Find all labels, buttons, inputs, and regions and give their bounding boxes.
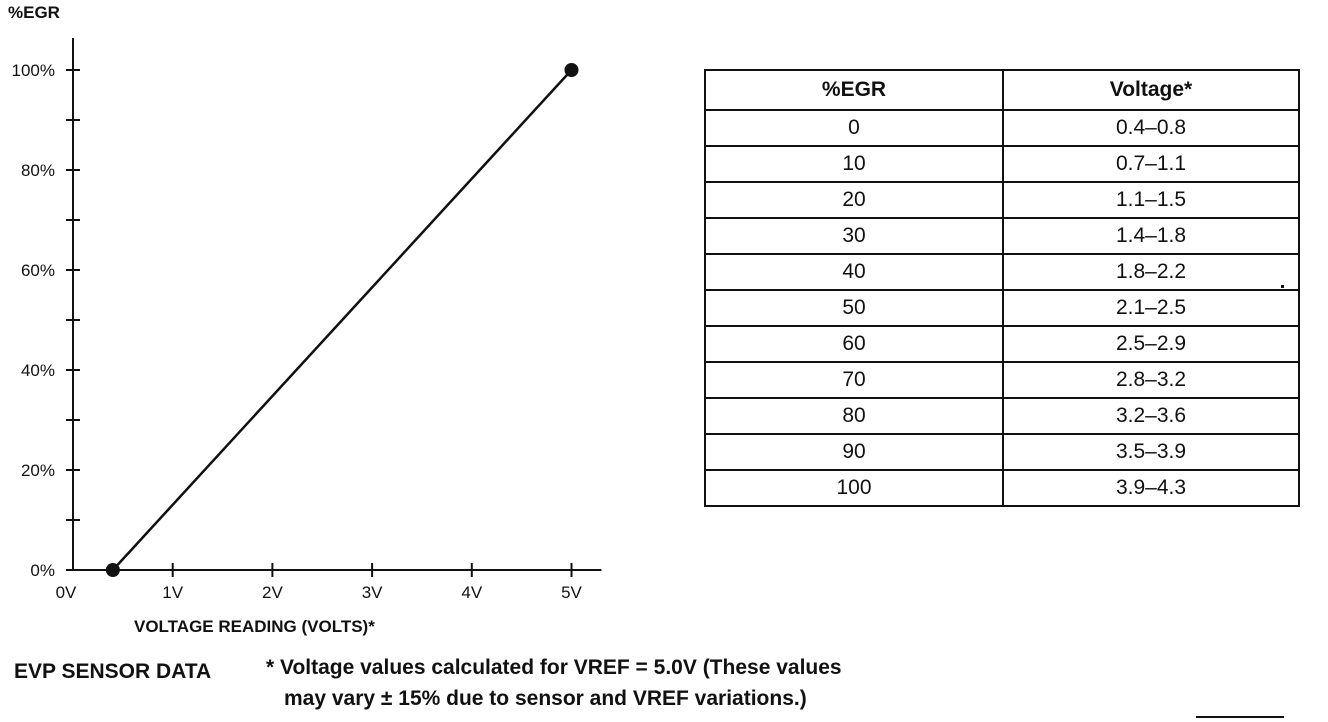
footnote-line-2: may vary ± 15% due to sensor and VREF va… (284, 687, 807, 710)
cell-voltage: 2.8–3.2 (1002, 361, 1300, 399)
table-row: 10 0.7–1.1 (704, 145, 1300, 183)
y-tick-label: 60% (21, 261, 55, 280)
y-tick-label: 20% (21, 461, 55, 480)
y-tick-label: 100% (12, 61, 55, 80)
data-point (564, 63, 579, 77)
table-row: 30 1.4–1.8 (704, 217, 1300, 255)
scan-artifact-line (1196, 716, 1284, 718)
table-row: 0 0.4–0.8 (704, 109, 1300, 147)
y-axis-title: %EGR (8, 3, 60, 22)
cell-voltage: 0.7–1.1 (1002, 145, 1300, 183)
table-header-row: %EGR Voltage* (704, 69, 1300, 111)
y-tick-label: 0% (30, 561, 55, 580)
cell-egr: 0 (704, 109, 1004, 147)
cell-egr: 10 (704, 145, 1004, 183)
cell-voltage: 3.5–3.9 (1002, 433, 1300, 471)
cell-egr: 20 (704, 181, 1004, 219)
scan-artifact-dot (1281, 285, 1284, 288)
egr-voltage-table: %EGR Voltage* 0 0.4–0.8 10 0.7–1.1 20 1.1–1.5… (704, 69, 1300, 507)
evp-chart: 0% 20% 40% 60% 80% 100% 0V 1V 2V 3V 4V 5V %EGR VOLTAG… (8, 3, 602, 636)
cell-egr: 40 (704, 253, 1004, 291)
cell-egr: 100 (704, 469, 1004, 507)
x-tick-label: 3V (362, 583, 383, 602)
cell-voltage: 3.9–4.3 (1002, 469, 1300, 507)
y-tick-label: 80% (21, 161, 55, 180)
table-row: 80 3.2–3.6 (704, 397, 1300, 435)
cell-egr: 80 (704, 397, 1004, 435)
cell-voltage: 3.2–3.6 (1002, 397, 1300, 435)
x-tick-label: 4V (461, 583, 482, 602)
x-axis-title: VOLTAGE READING (VOLTS)* (134, 617, 375, 636)
figure-title: EVP SENSOR DATA (14, 660, 212, 683)
table-row: 100 3.9–4.3 (704, 469, 1300, 507)
cell-voltage: 1.8–2.2 (1002, 253, 1300, 291)
header-egr: %EGR (704, 69, 1004, 111)
cell-egr: 60 (704, 325, 1004, 363)
table-row: 50 2.1–2.5 (704, 289, 1300, 327)
cell-egr: 90 (704, 433, 1004, 471)
series-line (111, 69, 573, 571)
x-tick-label: 0V (56, 583, 77, 602)
data-point (105, 563, 120, 577)
cell-voltage: 1.4–1.8 (1002, 217, 1300, 255)
cell-egr: 50 (704, 289, 1004, 327)
table-row: 60 2.5–2.9 (704, 325, 1300, 363)
cell-voltage: 2.5–2.9 (1002, 325, 1300, 363)
table-row: 70 2.8–3.2 (704, 361, 1300, 399)
cell-voltage: 2.1–2.5 (1002, 289, 1300, 327)
footnote-line-1: * Voltage values calculated for VREF = 5… (266, 656, 842, 679)
x-tick-label: 2V (262, 583, 283, 602)
x-tick-label: 5V (561, 583, 582, 602)
table-row: 40 1.8–2.2 (704, 253, 1300, 291)
cell-egr: 70 (704, 361, 1004, 399)
table-row: 20 1.1–1.5 (704, 181, 1300, 219)
table-row: 90 3.5–3.9 (704, 433, 1300, 471)
x-tick-label: 1V (162, 583, 183, 602)
cell-egr: 30 (704, 217, 1004, 255)
cell-voltage: 0.4–0.8 (1002, 109, 1300, 147)
header-voltage: Voltage* (1002, 69, 1300, 111)
y-tick-label: 40% (21, 361, 55, 380)
cell-voltage: 1.1–1.5 (1002, 181, 1300, 219)
